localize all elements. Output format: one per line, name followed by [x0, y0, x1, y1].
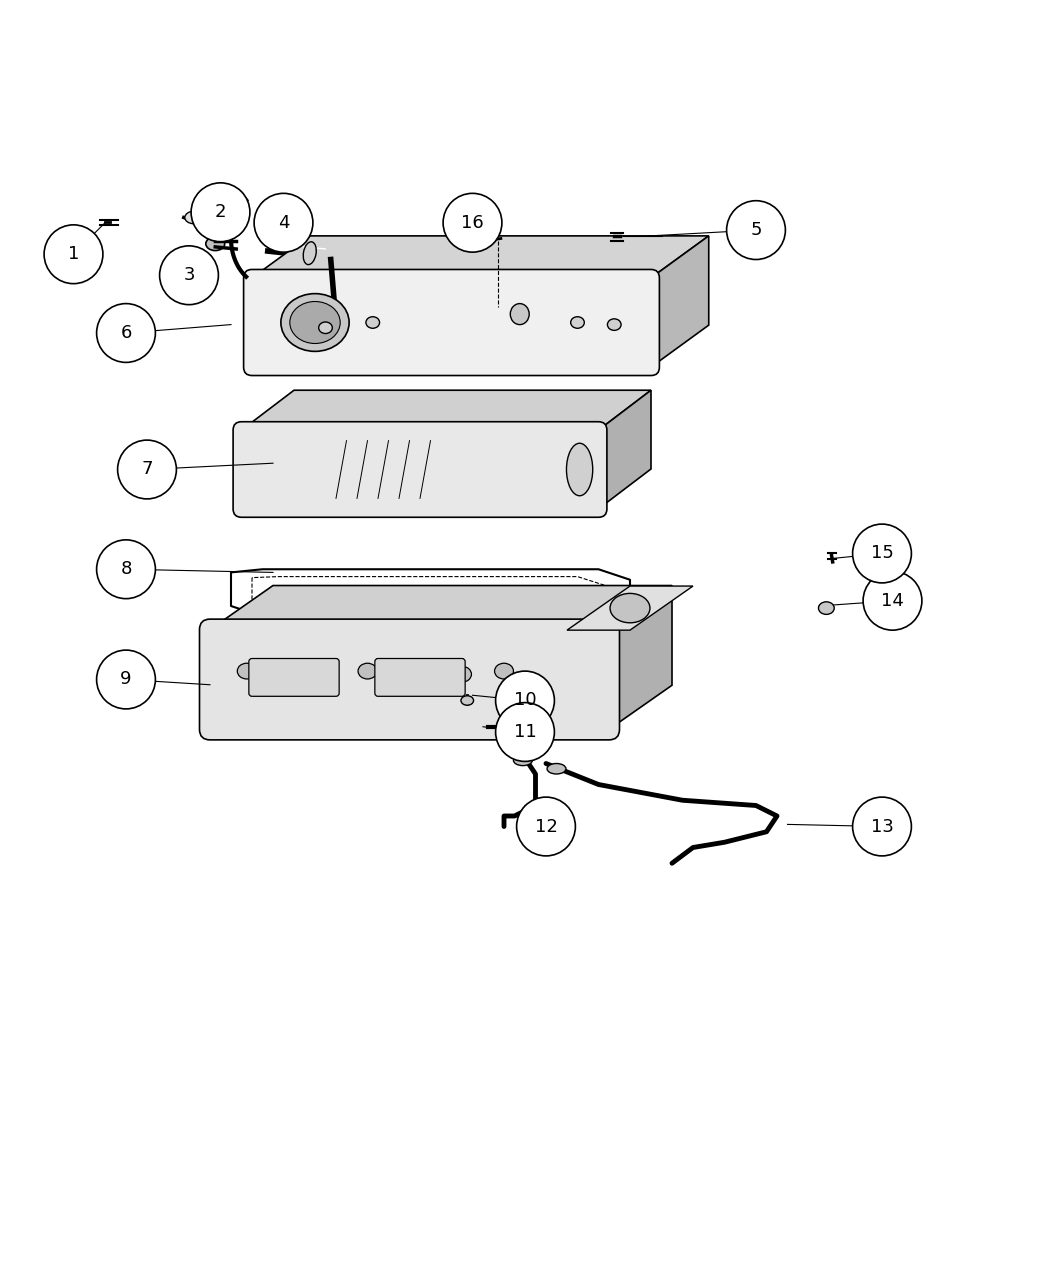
Ellipse shape	[567, 444, 592, 496]
Ellipse shape	[258, 667, 277, 682]
Circle shape	[496, 703, 554, 761]
Circle shape	[517, 797, 575, 856]
Text: 12: 12	[534, 817, 558, 835]
Text: 8: 8	[121, 560, 131, 579]
Ellipse shape	[290, 301, 340, 343]
Circle shape	[443, 194, 502, 252]
Ellipse shape	[547, 764, 566, 774]
Ellipse shape	[208, 205, 223, 215]
Circle shape	[727, 200, 785, 260]
Text: 13: 13	[870, 817, 894, 835]
Circle shape	[853, 797, 911, 856]
Circle shape	[191, 182, 250, 242]
Text: 7: 7	[142, 460, 152, 478]
Ellipse shape	[610, 593, 650, 622]
Circle shape	[863, 571, 922, 630]
Text: 11: 11	[513, 723, 537, 741]
Ellipse shape	[411, 663, 429, 680]
Text: 5: 5	[751, 221, 761, 240]
Text: 6: 6	[121, 324, 131, 342]
Text: 2: 2	[215, 203, 226, 222]
FancyBboxPatch shape	[200, 620, 620, 740]
Ellipse shape	[453, 667, 471, 682]
Text: 3: 3	[184, 266, 194, 284]
FancyBboxPatch shape	[249, 658, 339, 696]
Ellipse shape	[185, 212, 204, 224]
Circle shape	[160, 246, 218, 305]
Text: 9: 9	[121, 671, 131, 688]
Polygon shape	[242, 390, 651, 430]
Text: 16: 16	[461, 214, 484, 232]
Polygon shape	[210, 585, 672, 630]
Circle shape	[44, 224, 103, 283]
Polygon shape	[598, 390, 651, 509]
Circle shape	[97, 650, 155, 709]
Polygon shape	[252, 236, 709, 278]
Polygon shape	[567, 586, 693, 630]
Circle shape	[97, 303, 155, 362]
Text: 10: 10	[513, 691, 537, 709]
Ellipse shape	[281, 293, 349, 352]
Text: 1: 1	[68, 245, 79, 263]
Circle shape	[118, 440, 176, 499]
Ellipse shape	[319, 323, 332, 334]
Circle shape	[254, 194, 313, 252]
FancyBboxPatch shape	[375, 658, 465, 696]
Circle shape	[853, 524, 911, 583]
Ellipse shape	[365, 316, 380, 328]
Ellipse shape	[358, 663, 377, 680]
Circle shape	[496, 671, 554, 729]
Ellipse shape	[461, 696, 474, 705]
Ellipse shape	[495, 663, 513, 680]
Ellipse shape	[607, 319, 622, 330]
Ellipse shape	[306, 659, 324, 674]
Text: 4: 4	[278, 214, 289, 232]
Ellipse shape	[818, 602, 834, 615]
Ellipse shape	[237, 663, 256, 680]
Circle shape	[97, 539, 155, 599]
Polygon shape	[609, 585, 672, 729]
Ellipse shape	[303, 242, 316, 265]
Text: 15: 15	[870, 544, 894, 562]
Polygon shape	[651, 236, 709, 367]
Ellipse shape	[206, 237, 225, 251]
Ellipse shape	[510, 303, 529, 325]
Ellipse shape	[571, 316, 584, 328]
Text: 14: 14	[881, 592, 904, 609]
FancyBboxPatch shape	[233, 422, 607, 518]
Ellipse shape	[513, 755, 532, 765]
FancyBboxPatch shape	[244, 269, 659, 376]
